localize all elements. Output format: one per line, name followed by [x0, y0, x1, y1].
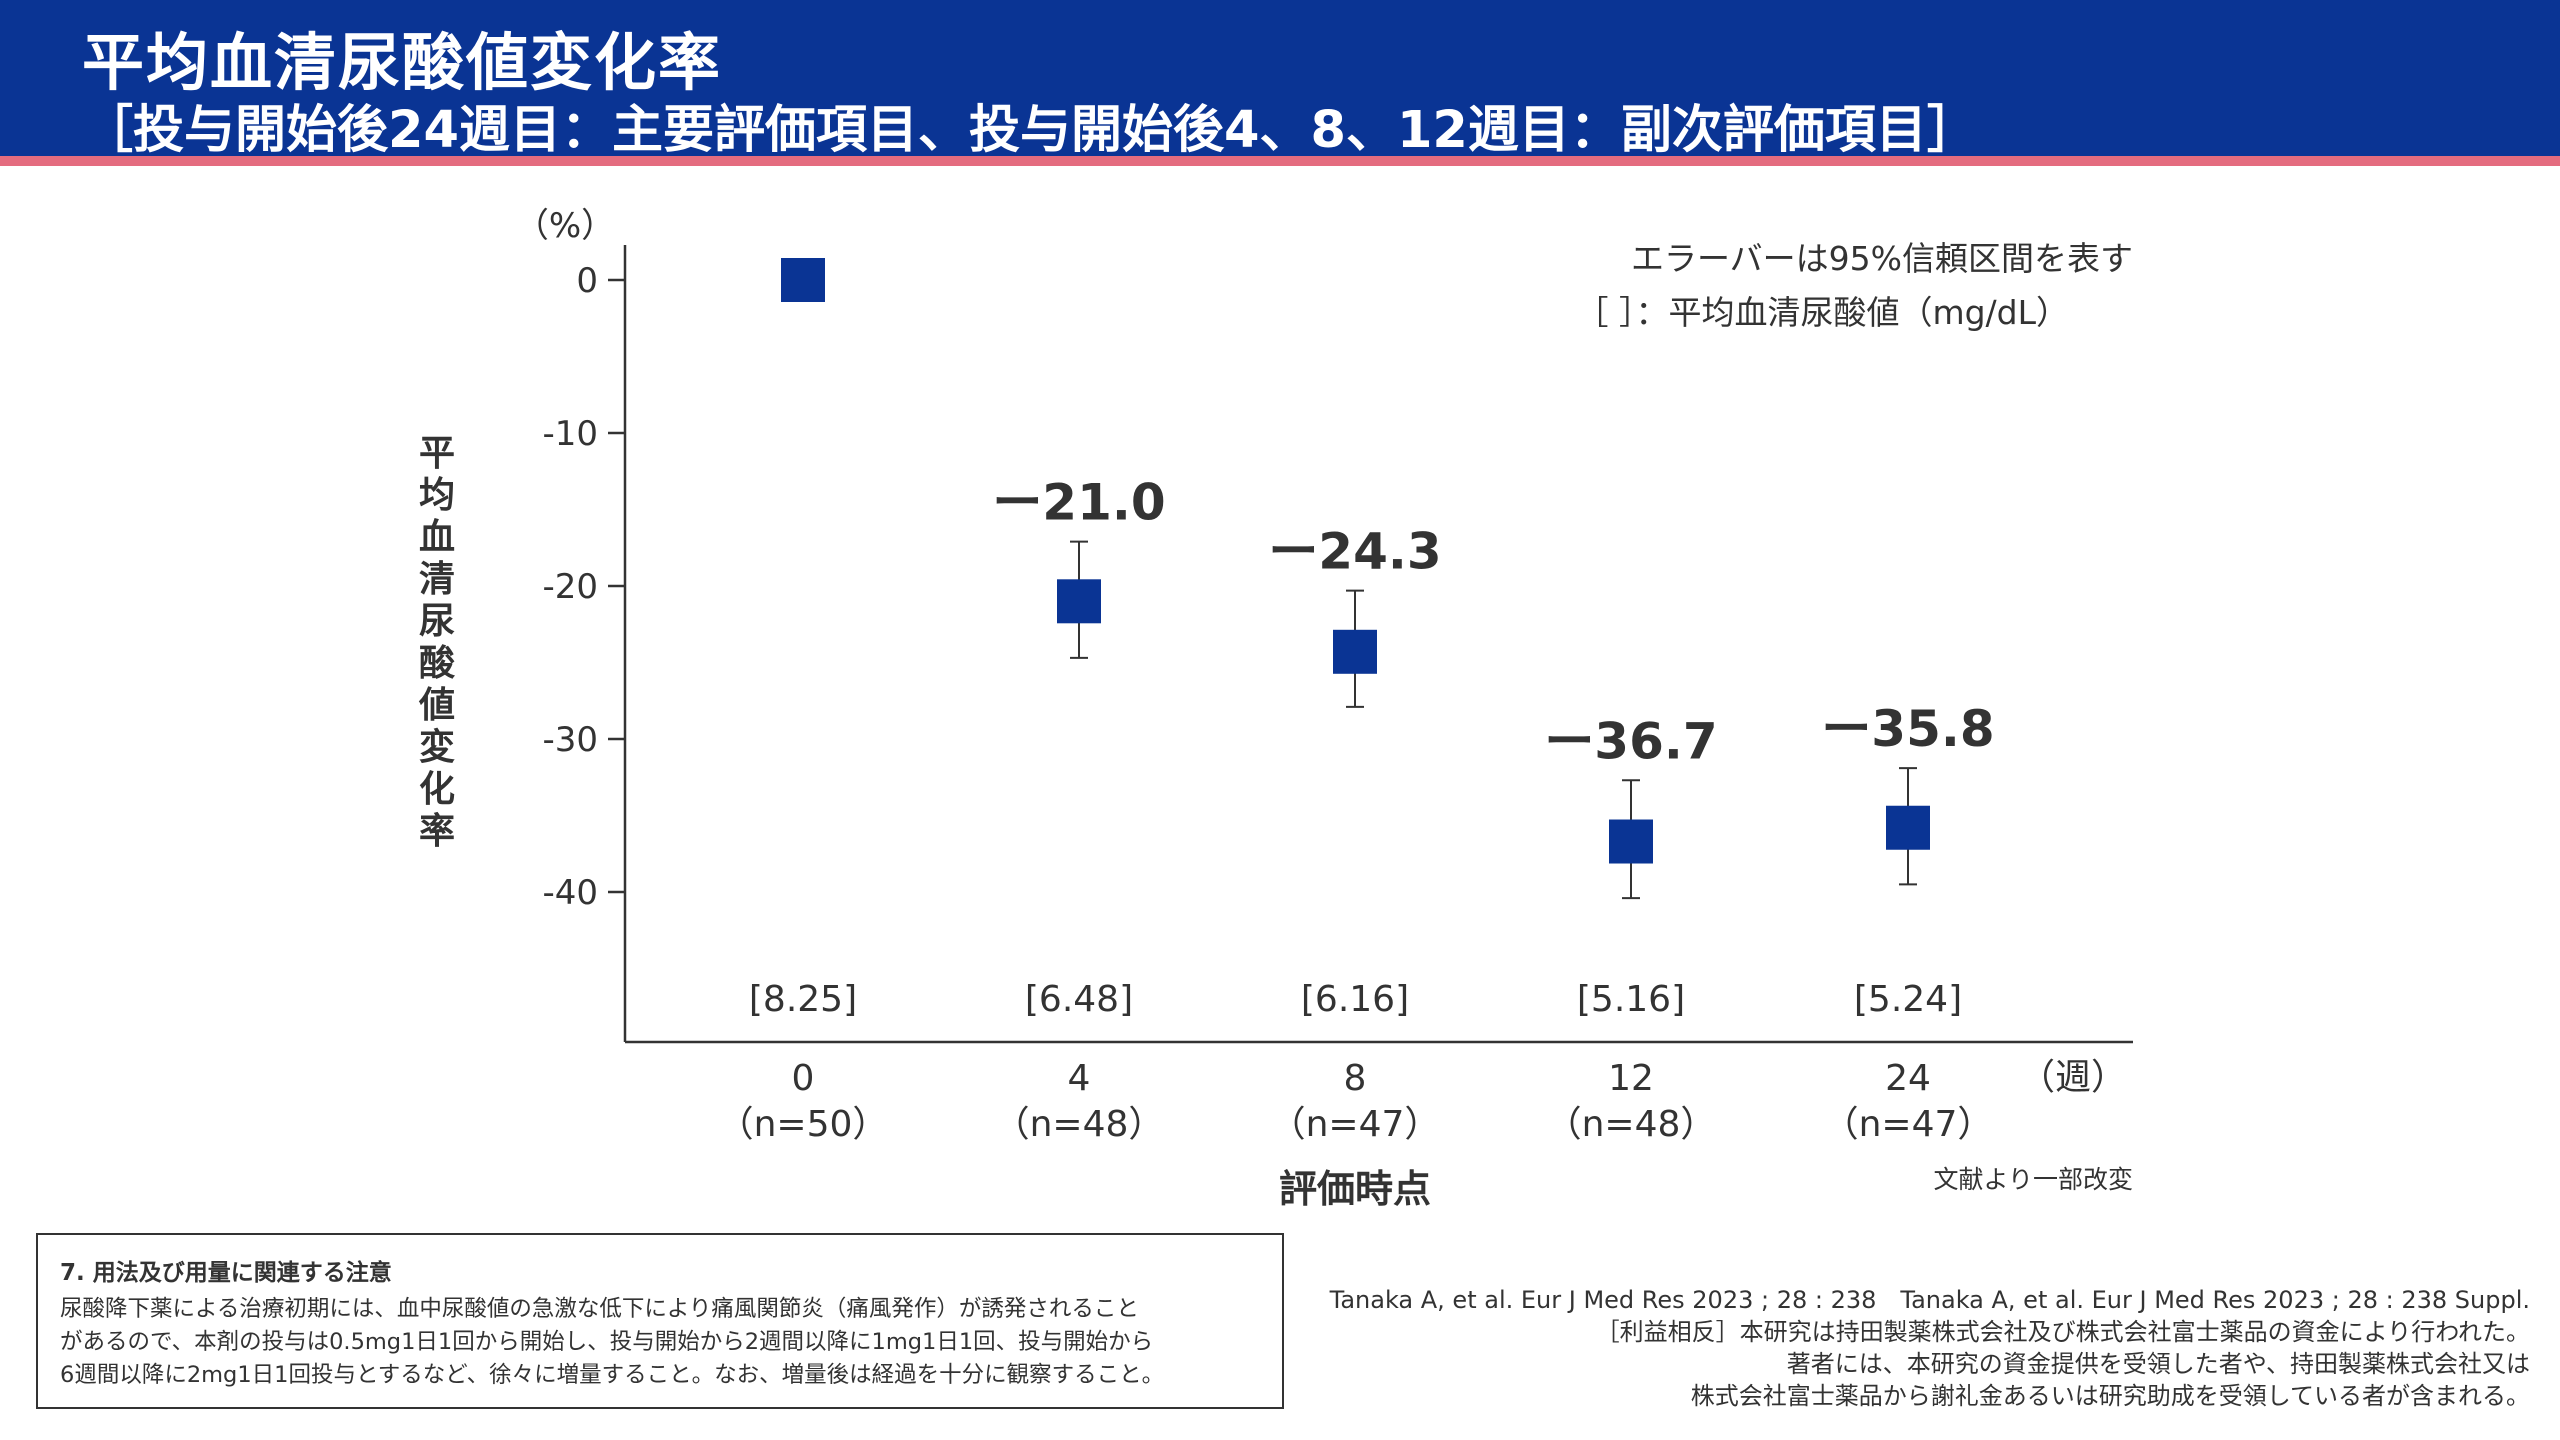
y-axis-label-char: 尿	[419, 601, 455, 642]
y-tick-label: 0	[576, 261, 598, 301]
y-tick-label: -20	[542, 567, 598, 607]
data-point-marker	[1057, 579, 1101, 624]
value-label: ー35.8	[1821, 700, 1994, 758]
n-label: （n=50）	[718, 1104, 889, 1145]
legend-line-brackets: ［ ］：平均血清尿酸値（mg/dL）	[1575, 293, 2069, 332]
y-axis-label-char: 率	[419, 811, 455, 852]
y-axis-label-char: 値	[418, 685, 455, 726]
x-unit-label: （週）	[2019, 1057, 2127, 1098]
mean-uric-acid-label: [6.48]	[1025, 979, 1133, 1020]
x-tick-label: 24	[1885, 1058, 1931, 1099]
y-axis-label-char: 酸	[419, 643, 455, 684]
x-axis-label: 評価時点	[1279, 1167, 1431, 1211]
value-label: ー36.7	[1544, 712, 1717, 770]
legend-line-error-bars: エラーバーは95%信頼区間を表す	[1631, 239, 2133, 278]
mean-uric-acid-label: [6.16]	[1301, 979, 1409, 1020]
data-point-marker	[1333, 629, 1377, 674]
y-axis-label-char: 変	[419, 726, 455, 768]
y-axis-label-char: 平	[419, 433, 455, 474]
n-label: （n=47）	[1270, 1104, 1441, 1145]
y-tick-label: -40	[542, 873, 598, 913]
header-bar: 平均血清尿酸値変化率 ［投与開始後24週目：主要評価項目、投与開始後4、8、12…	[0, 0, 2560, 160]
caution-line: 6週間以降に2mg1日1回投与とするなど、徐々に増量すること。なお、増量後は経過…	[60, 1362, 1165, 1388]
data-point-marker	[1886, 805, 1930, 850]
page-title: 平均血清尿酸値変化率	[82, 26, 723, 99]
y-axis-label: 平均血清尿酸値変化率	[418, 433, 455, 852]
y-axis-label-char: 化	[419, 769, 455, 810]
caution-box: 7. 用法及び用量に関連する注意 尿酸降下薬による治療初期には、血中尿酸値の急激…	[36, 1233, 1284, 1409]
uric-acid-change-chart: （%） 平均血清尿酸値変化率 0 -10 -20 -30 -40 [8.25] 0 （n=5…	[418, 206, 2133, 1211]
coi-line: 著者には、本研究の資金提供を受領した者や、持田製薬株式会社又は	[1786, 1350, 2530, 1378]
x-tick-label: 4	[1068, 1058, 1091, 1099]
source-note: 文献より一部改変	[1933, 1165, 2133, 1194]
mean-uric-acid-label: [8.25]	[749, 979, 857, 1020]
caution-title: 7. 用法及び用量に関連する注意	[60, 1260, 392, 1286]
data-point-marker	[781, 258, 825, 302]
page-subtitle: ［投与開始後24週目：主要評価項目、投与開始後4、8、12週目：副次評価項目］	[82, 101, 1978, 160]
x-tick-label: 12	[1608, 1058, 1654, 1099]
n-label: （n=47）	[1823, 1104, 1994, 1145]
mean-uric-acid-label: [5.16]	[1577, 979, 1685, 1020]
x-tick-label: 8	[1344, 1058, 1367, 1099]
y-axis-label-char: 均	[419, 475, 455, 516]
y-unit-label: （%）	[515, 206, 615, 246]
n-label: （n=48）	[994, 1104, 1165, 1145]
n-label: （n=48）	[1546, 1104, 1717, 1145]
citation: Tanaka A, et al. Eur J Med Res 2023 ; 28…	[1329, 1286, 2530, 1314]
caution-text: 尿酸降下薬による治療初期には、血中尿酸値の急激な低下により痛風関節炎（痛風発作）…	[60, 1293, 1260, 1392]
data-point-marker	[1609, 819, 1653, 864]
mean-uric-acid-label: [5.24]	[1854, 979, 1962, 1020]
x-tick-label: 0	[792, 1058, 815, 1099]
y-axis-label-char: 清	[419, 559, 455, 600]
y-tick-label: -10	[542, 414, 598, 454]
value-label: ー21.0	[992, 474, 1165, 532]
y-axis-label-char: 血	[419, 517, 455, 558]
header-accent-stripe	[0, 156, 2560, 166]
caution-line: があるので、本剤の投与は0.5mg1日1回から開始し、投与開始から2週間以降に1…	[60, 1329, 1154, 1355]
references: Tanaka A, et al. Eur J Med Res 2023 ; 28…	[1230, 1284, 2530, 1412]
caution-line: 尿酸降下薬による治療初期には、血中尿酸値の急激な低下により痛風関節炎（痛風発作）…	[60, 1296, 1139, 1322]
value-label: ー24.3	[1268, 523, 1441, 581]
coi-line: 株式会社富士薬品から謝礼金あるいは研究助成を受領している者が含まれる。	[1690, 1382, 2530, 1410]
coi-line: ［利益相反］本研究は持田製薬株式会社及び株式会社富士薬品の資金により行われた。	[1595, 1318, 2530, 1346]
y-tick-label: -30	[542, 720, 598, 760]
